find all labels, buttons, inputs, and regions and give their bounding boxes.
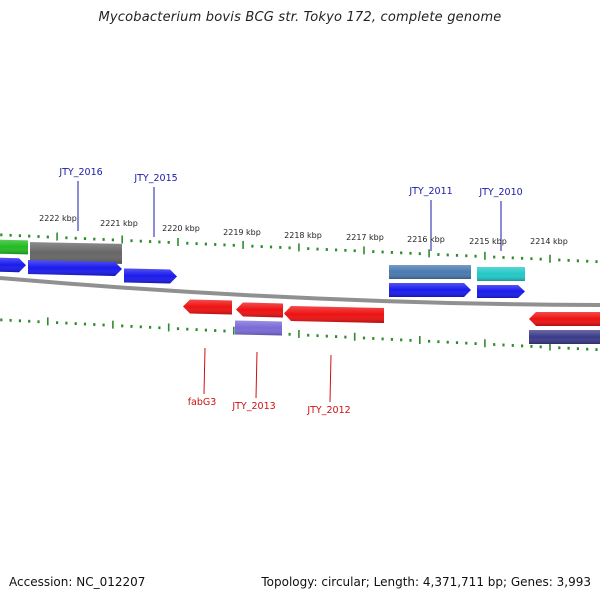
feature-green[interactable] <box>0 239 28 255</box>
feature-forward-3[interactable] <box>389 283 471 297</box>
gene-label[interactable]: JTY_2011 <box>408 186 452 197</box>
feature-jty-2011[interactable] <box>389 265 471 279</box>
ruler-label: 2216 kbp <box>407 235 445 244</box>
ruler-label: 2219 kbp <box>223 228 261 237</box>
ruler-label: 2215 kbp <box>469 237 507 246</box>
gene-label[interactable]: JTY_2010 <box>478 187 522 198</box>
gene-label[interactable]: fabG3 <box>188 397 217 408</box>
inner-tick-ring <box>0 317 598 352</box>
callout-line <box>329 354 332 403</box>
gene-label[interactable]: JTY_2016 <box>58 167 102 178</box>
ruler-label: 2217 kbp <box>346 233 384 242</box>
feature-jty-2010[interactable] <box>477 267 525 281</box>
feature-jty-2015[interactable] <box>124 268 177 284</box>
genome-summary: Topology: circular; Length: 4,371,711 bp… <box>261 575 591 589</box>
callout-line <box>255 351 258 399</box>
gene-label[interactable]: JTY_2013 <box>231 401 275 412</box>
feature-jty-2013[interactable] <box>236 302 283 318</box>
gene-label[interactable]: JTY_2015 <box>133 173 177 184</box>
feature-reverse-right[interactable] <box>529 312 600 326</box>
feature-track <box>0 239 600 344</box>
feature-navy-right[interactable] <box>529 330 600 344</box>
map-title: Mycobacterium bovis BCG str. Tokyo 172, … <box>98 10 502 25</box>
genome-axis <box>0 276 600 307</box>
feature-forward-2[interactable] <box>28 260 122 276</box>
accession-label: Accession: NC_012207 <box>9 575 146 589</box>
feature-forward-1[interactable] <box>0 257 26 273</box>
feature-fabg3[interactable] <box>183 299 232 315</box>
ruler-label: 2218 kbp <box>284 231 322 240</box>
feature-forward-4[interactable] <box>477 285 525 298</box>
feature-lavender[interactable] <box>235 320 282 336</box>
ruler-label: 2214 kbp <box>530 237 568 246</box>
gene-label[interactable]: JTY_2012 <box>306 405 350 416</box>
feature-jty-2012[interactable] <box>284 306 384 323</box>
callout-line <box>203 347 206 395</box>
ruler-labels: 2222 kbp 2221 kbp 2220 kbp 2219 kbp 2218 kbp… <box>39 214 568 246</box>
ruler-label: 2221 kbp <box>100 219 138 228</box>
ruler-label: 2220 kbp <box>162 224 200 233</box>
gene-callouts: JTY_2016 JTY_2015 JTY_2011 JTY_2010 fabG3 JTY… <box>58 167 522 416</box>
outer-tick-ring <box>0 232 598 264</box>
feature-jty-2016-region[interactable] <box>30 242 122 264</box>
ruler-label: 2222 kbp <box>39 214 77 223</box>
